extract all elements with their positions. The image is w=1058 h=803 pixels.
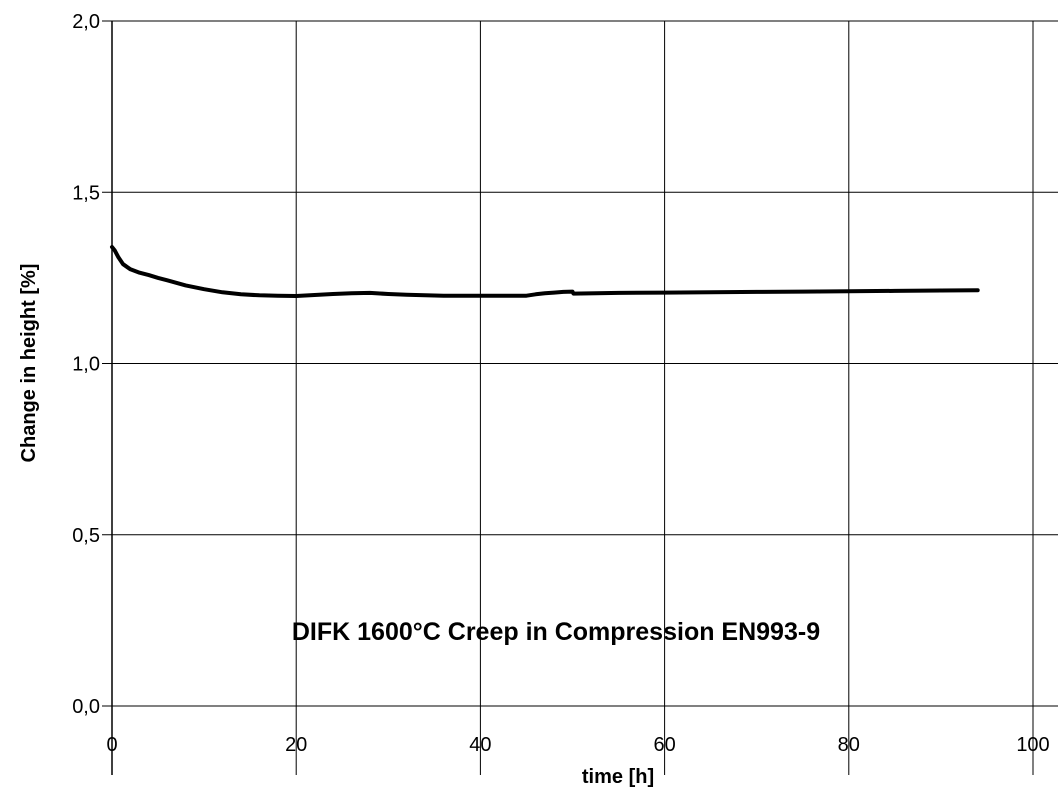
x-tick-label: 40: [469, 734, 491, 756]
y-axis-label: Change in height [%]: [18, 264, 40, 463]
x-tick-label: 80: [838, 734, 860, 756]
y-tick-label: 1,5: [72, 182, 100, 204]
grid: [102, 20, 1058, 775]
x-tick-label: 20: [285, 734, 307, 756]
y-tick-label: 0,0: [72, 696, 100, 718]
tick-labels: 0 20 40 60 80 100 0,0 0,5 1,0 1,5 2,0: [72, 11, 1050, 756]
chart-annotation: DIFK 1600°C Creep in Compression EN993-9: [292, 618, 820, 646]
x-tick-label: 60: [653, 734, 675, 756]
series-layer: [110, 245, 980, 298]
series-line: [110, 245, 980, 298]
y-tick-label: 2,0: [72, 11, 100, 33]
x-axis-label: time [h]: [582, 766, 654, 788]
x-tick-label: 0: [106, 734, 117, 756]
y-tick-label: 1,0: [72, 354, 100, 376]
x-tick-label: 100: [1016, 734, 1049, 756]
y-tick-label: 0,5: [72, 525, 100, 547]
